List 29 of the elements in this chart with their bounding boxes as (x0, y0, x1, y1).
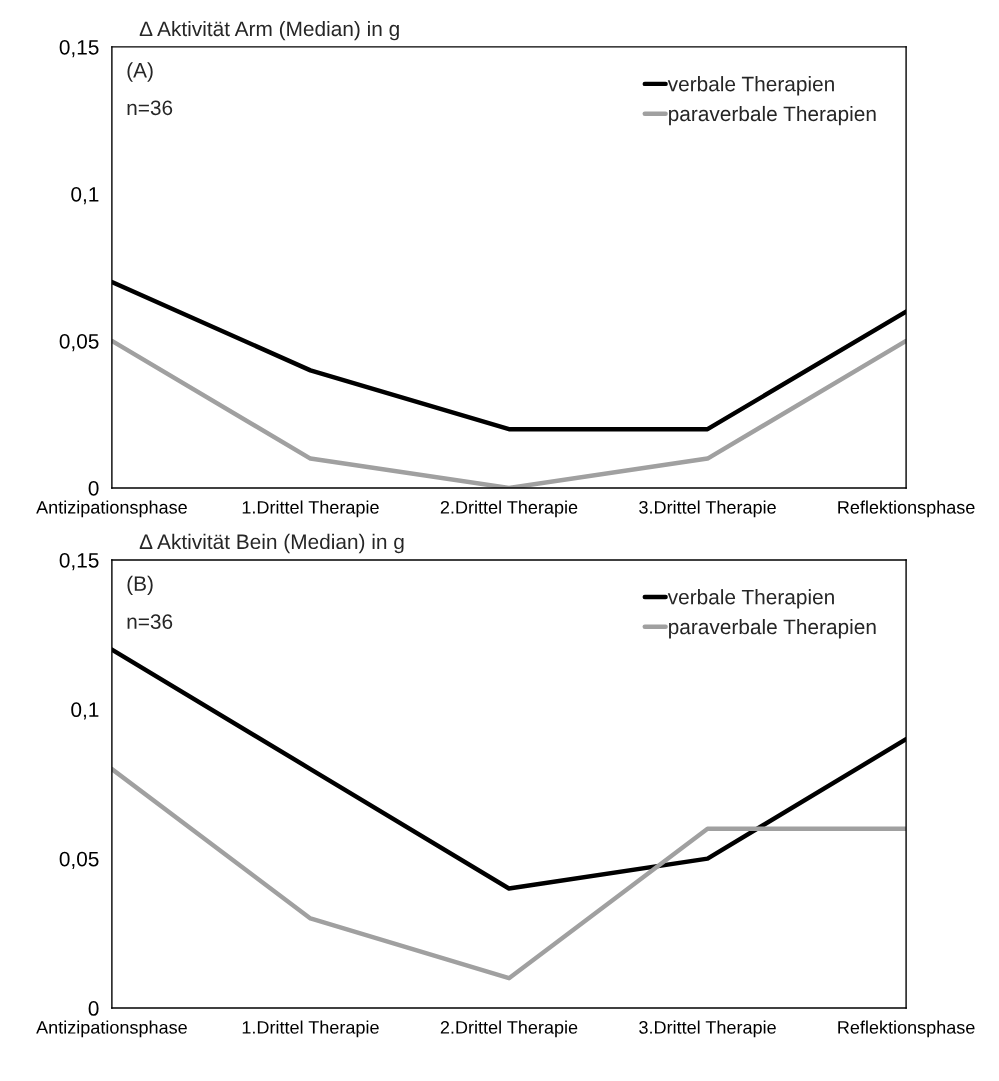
x-tick-label: 2.Drittel Therapie (440, 500, 578, 518)
x-tick-label: 1.Drittel Therapie (242, 1020, 379, 1038)
x-tick-label: Reflektionsphase (838, 500, 975, 518)
x-tick-label: Antizipationsphase (36, 1020, 187, 1038)
x-tick-label: Antizipationsphase (36, 500, 187, 518)
legend-label: paraverbale Therapien (669, 618, 876, 639)
chart-title: ∆ Aktivität Bein (Median) in g (139, 533, 404, 554)
annotation: n=36 (127, 614, 173, 630)
y-tick-label: 0,15 (59, 552, 99, 571)
legend-label: paraverbale Therapien (669, 105, 876, 126)
y-tick-label: 0,15 (59, 39, 99, 58)
x-tick-label: 1.Drittel Therapie (242, 500, 379, 518)
y-tick-label: 0,05 (59, 333, 99, 352)
y-tick-label: 0,1 (71, 702, 99, 720)
y-tick-label: 0,1 (71, 186, 99, 205)
legend-label: verbale Therapien (667, 76, 834, 96)
annotation: (A) (127, 62, 153, 82)
x-tick-label: 2.Drittel Therapie (440, 1020, 578, 1038)
x-tick-label: 3.Drittel Therapie (639, 1020, 776, 1038)
line-series (111, 766, 907, 981)
x-tick-label: Reflektionsphase (838, 1020, 975, 1038)
legend-label: verbale Therapien (667, 589, 834, 609)
y-tick-label: 0 (88, 480, 99, 496)
annotation: (B) (127, 575, 153, 596)
y-tick-label: 0 (88, 1001, 99, 1016)
x-tick-label: 3.Drittel Therapie (639, 500, 776, 518)
chart-title: ∆ Aktivität Arm (Median) in g (139, 20, 399, 41)
annotation: n=36 (127, 100, 173, 116)
y-tick-label: 0,05 (59, 851, 99, 869)
